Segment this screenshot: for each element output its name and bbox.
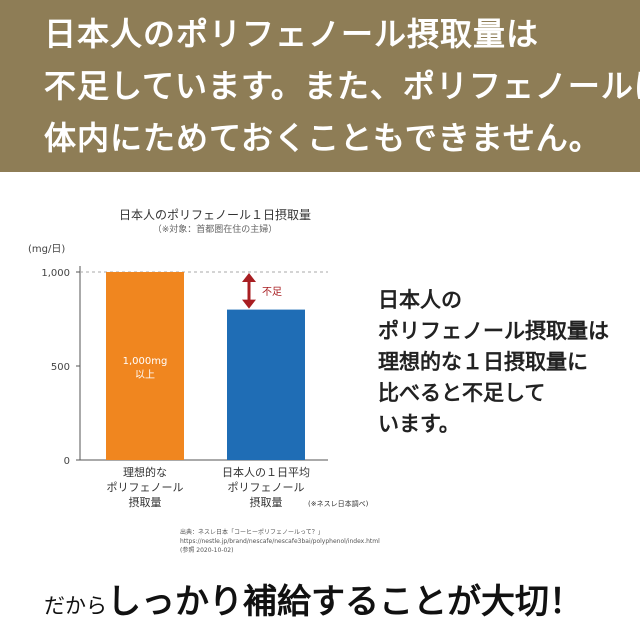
bottom-prefix: だから	[44, 594, 107, 618]
side-line-1: 日本人の	[378, 287, 462, 312]
side-line-4: 比べると不足して	[378, 380, 546, 405]
source-note: https://nestle.jp/brand/nescafe/nescafe3…	[180, 538, 380, 545]
side-line-2: ポリフェノール摂取量は	[378, 318, 609, 343]
x-tick-label: 摂取量	[129, 495, 162, 509]
bar	[106, 272, 184, 460]
y-unit-label: (mg/日)	[28, 244, 65, 255]
gap-arrow-head-down	[242, 299, 256, 309]
gap-label: 不足	[262, 286, 282, 298]
bar-value-label: 1,000mg	[123, 356, 168, 367]
headline-line-3: 体内にためておくこともできません。	[44, 119, 602, 157]
bottom-message: だからしっかり補給することが大切！	[44, 574, 624, 623]
chart-subtitle: （※対象：首都圏在住の主婦）	[152, 225, 278, 235]
side-line-5: います。	[378, 411, 460, 436]
headline-line-2: 不足しています。また、ポリフェノールは	[44, 67, 640, 105]
x-tick-label: ポリフェノール	[228, 481, 305, 494]
gap-arrow-head-up	[242, 273, 256, 282]
y-tick-label: 500	[51, 362, 70, 373]
bar-value-label: 以上	[135, 369, 155, 381]
bottom-main: しっかり補給することが大切！	[107, 582, 583, 622]
category-note: (※ネスレ日本調べ)	[308, 499, 369, 508]
x-tick-label: ポリフェノール	[107, 481, 184, 494]
header-banner	[0, 0, 640, 172]
source-note: (参照 2020-10-02)	[180, 546, 233, 554]
y-tick-label: 0	[64, 456, 70, 467]
x-tick-label: 日本人の１日平均	[222, 465, 310, 479]
headline-line-1: 日本人のポリフェノール摂取量は	[44, 15, 540, 53]
x-tick-label: 理想的な	[123, 465, 167, 479]
chart-title: 日本人のポリフェノール１日摂取量	[118, 208, 311, 222]
bar	[227, 309, 305, 460]
x-tick-label: 摂取量	[250, 495, 283, 509]
source-note: 出典：ネスレ日本「コーヒーポリフェノールって？」	[180, 528, 324, 536]
y-tick-label: 1,000	[41, 268, 70, 279]
side-line-3: 理想的な１日摂取量に	[378, 349, 588, 374]
side-explanation: 日本人の ポリフェノール摂取量は 理想的な１日摂取量に 比べると不足して います…	[378, 284, 628, 439]
headline: 日本人のポリフェノール摂取量は 不足しています。また、ポリフェノールは 体内にた…	[44, 8, 640, 164]
